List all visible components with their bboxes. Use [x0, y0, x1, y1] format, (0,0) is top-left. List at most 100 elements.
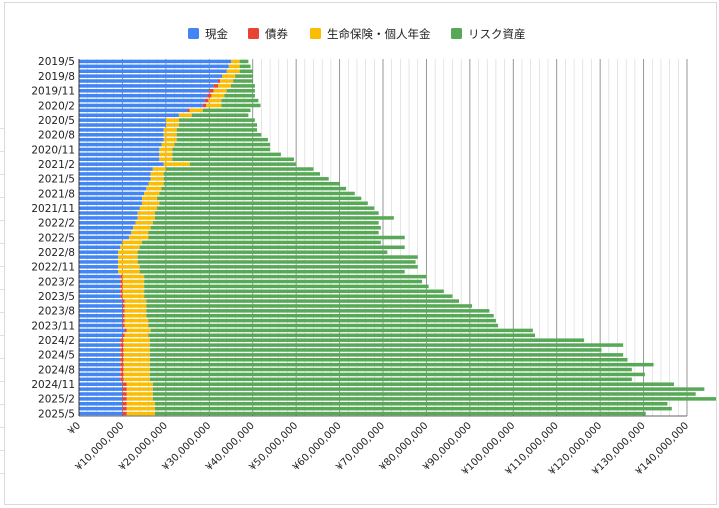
sheet-gridline	[0, 450, 4, 451]
bar-segment-3	[122, 284, 145, 289]
bar-segment-4	[159, 201, 368, 206]
bar-segment-2	[209, 89, 214, 93]
bar-segment-1	[79, 309, 123, 313]
bar-segment-1	[79, 387, 123, 391]
bar-segment-4	[146, 299, 460, 303]
bar-segment-1	[79, 133, 164, 137]
bar-segment-1	[79, 323, 123, 328]
bar-segment-4	[155, 402, 668, 406]
bar-segment-3	[118, 260, 138, 264]
bar-segment-1	[79, 206, 140, 210]
bar-segment-4	[149, 357, 628, 362]
y-tick-label: 2022/8	[38, 247, 75, 259]
bar-segment-4	[150, 328, 533, 333]
y-tick-label: 2020/8	[38, 130, 75, 142]
bar-segment-1	[79, 93, 208, 98]
bar-segment-4	[176, 128, 258, 132]
bar-segment-2	[122, 309, 125, 313]
bar-segment-1	[79, 338, 121, 342]
bar-segment-4	[165, 167, 314, 171]
y-tick-label: 2021/5	[38, 174, 75, 186]
bar-segment-4	[163, 177, 329, 181]
bar-segment-4	[231, 84, 255, 88]
y-tick-label: 2022/5	[38, 232, 75, 244]
bar-segment-4	[149, 338, 585, 342]
sheet-gridline	[0, 381, 4, 382]
bar-segment-3	[126, 397, 153, 401]
bar-segment-3	[163, 133, 177, 137]
bar-segment-1	[79, 411, 123, 416]
bar-segment-3	[123, 343, 150, 347]
bar-segment-4	[157, 196, 362, 201]
bar-segment-3	[122, 279, 145, 284]
y-tick-label: 2021/2	[38, 159, 75, 171]
bar-segment-2	[122, 392, 127, 396]
bar-segment-1	[79, 221, 136, 225]
bar-segment-1	[79, 162, 164, 166]
bar-segment-4	[144, 279, 423, 284]
bar-segment-2	[124, 328, 127, 333]
bar-segment-2	[122, 397, 127, 401]
bar-segment-4	[235, 74, 253, 78]
legend-item: リスク資産	[451, 27, 526, 41]
bar-segment-3	[228, 64, 240, 69]
bar-segment-3	[137, 216, 155, 220]
y-tick-label: 2023/5	[38, 291, 75, 303]
bar-segment-4	[149, 372, 645, 377]
bar-segment-3	[120, 245, 140, 250]
bar-segment-2	[120, 284, 123, 289]
bar-segment-3	[163, 162, 190, 166]
bar-segment-3	[123, 367, 150, 372]
bar-segment-3	[122, 274, 145, 279]
legend-label: 現金	[205, 27, 228, 41]
bar-segment-3	[146, 186, 162, 191]
bar-segment-4	[152, 387, 705, 391]
bar-segment-1	[79, 265, 119, 269]
bar-segment-1	[79, 216, 138, 220]
bar-segment-2	[120, 372, 124, 377]
legend-swatch	[310, 28, 321, 39]
bar-segment-2	[122, 402, 127, 406]
bar-segment-2	[120, 274, 123, 279]
bar-segment-1	[79, 284, 121, 289]
y-tick-label: 2022/2	[38, 218, 75, 230]
bar-segment-1	[79, 152, 160, 157]
bar-segment-3	[126, 392, 153, 396]
bar-segment-4	[239, 69, 253, 73]
bar-segment-1	[79, 240, 123, 245]
bar-segment-1	[79, 294, 121, 298]
bar-segment-1	[79, 230, 132, 235]
bar-segment-4	[155, 411, 646, 416]
bar-segment-3	[220, 79, 234, 83]
bar-segment-3	[226, 69, 240, 73]
bar-segment-3	[144, 191, 160, 196]
legend-swatch	[188, 28, 199, 39]
bar-segment-4	[176, 133, 262, 137]
bar-segment-2	[122, 304, 125, 308]
bar-segment-2	[213, 84, 218, 88]
bar-segment-4	[139, 245, 405, 250]
bar-segment-3	[131, 230, 149, 235]
y-axis-labels: 2019/5 2019/8 2019/11 2020/2 2020/5 2020/8 202…	[31, 56, 75, 420]
bar-segment-2	[122, 406, 127, 411]
bar-segment-1	[79, 64, 229, 69]
bar-segment-1	[79, 98, 205, 103]
bar-segment-3	[124, 309, 147, 313]
legend-label: 生命保険・個人年金	[327, 27, 431, 41]
bar-segment-4	[239, 59, 249, 64]
bar-segment-2	[120, 367, 124, 372]
bar-segment-4	[146, 304, 473, 308]
bar-segment-4	[176, 137, 268, 142]
bar-segment-4	[144, 284, 429, 289]
bar-segment-4	[149, 353, 624, 357]
bar-segment-2	[120, 362, 124, 367]
bar-segment-3	[178, 113, 192, 118]
bar-segment-1	[79, 348, 121, 352]
bar-segment-1	[79, 274, 121, 279]
bar-segment-1	[79, 89, 210, 93]
bar-segment-3	[222, 74, 236, 78]
bar-segment-4	[152, 221, 379, 225]
bar-segment-1	[79, 406, 123, 411]
y-tick-label: 2021/8	[38, 188, 75, 200]
bar-segment-4	[141, 240, 381, 245]
